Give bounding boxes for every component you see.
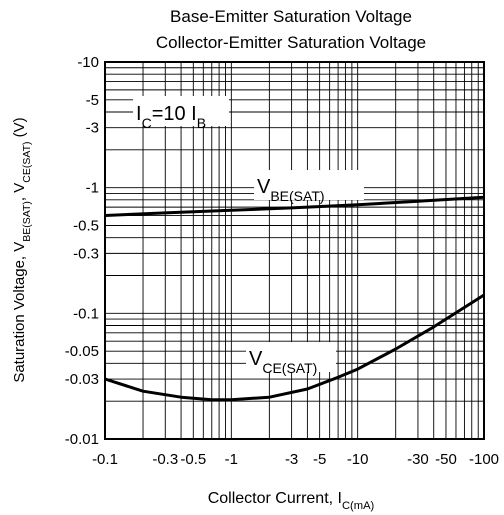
y-tick-label: -0.01 (65, 431, 99, 448)
x-axis-label: Collector Current, IC(mA) (208, 490, 375, 512)
annotations: IC=10 IB VBE(SAT) VCE(SAT) Collector Curren… (11, 96, 375, 512)
chart-title: Base-Emitter Saturation Voltage Collecto… (156, 7, 426, 52)
series-label-vce-sat: VCE(SAT) (249, 348, 317, 376)
series-label-bg (246, 342, 336, 372)
series-label-vbe-sat: VBE(SAT) (257, 176, 325, 204)
condition-label-bg (133, 96, 229, 126)
title-line-2: Collector-Emitter Saturation Voltage (156, 33, 426, 52)
plot-frame (104, 61, 485, 440)
x-tick-label: -50 (435, 451, 457, 468)
x-tick-label: -0.3 (152, 451, 178, 468)
y-tick-labels: -10 -5 -3 -1 -0.5 -0.3 -0.1 -0.05 -0.03 -0.01 (65, 54, 99, 448)
y-tick-label: -10 (77, 54, 99, 71)
y-tick-label: -0.05 (65, 343, 99, 360)
y-tick-label: -3 (86, 120, 99, 137)
x-tick-label: -1 (225, 451, 238, 468)
x-tick-label: -10 (347, 451, 369, 468)
y-tick-label: -0.03 (65, 371, 99, 388)
x-tick-label: -3 (285, 451, 298, 468)
y-tick-label: -0.5 (73, 217, 99, 234)
x-tick-label: -0.1 (92, 451, 118, 468)
y-tick-label: -0.3 (73, 245, 99, 262)
series-line-vce-sat (104, 293, 485, 402)
series-label-bg (254, 170, 364, 200)
x-tick-label: -0.5 (180, 451, 206, 468)
x-tick-label: -30 (407, 451, 429, 468)
x-tick-label: -100 (469, 451, 499, 468)
y-tick-label: -0.1 (73, 305, 99, 322)
y-tick-label: -5 (86, 92, 99, 109)
series-group (104, 195, 485, 402)
title-line-1: Base-Emitter Saturation Voltage (170, 7, 412, 26)
y-axis-label: Saturation Voltage, VBE(SAT), VCE(SAT) (… (11, 117, 33, 382)
condition-label: IC=10 IB (136, 103, 206, 131)
x-tick-label: -5 (313, 451, 326, 468)
y-tick-label: -1 (86, 180, 99, 197)
x-tick-labels: -0.1 -0.3 -0.5 -1 -3 -5 -10 -30 -50 -100 (92, 451, 499, 468)
series-line-vbe-sat (104, 195, 485, 217)
